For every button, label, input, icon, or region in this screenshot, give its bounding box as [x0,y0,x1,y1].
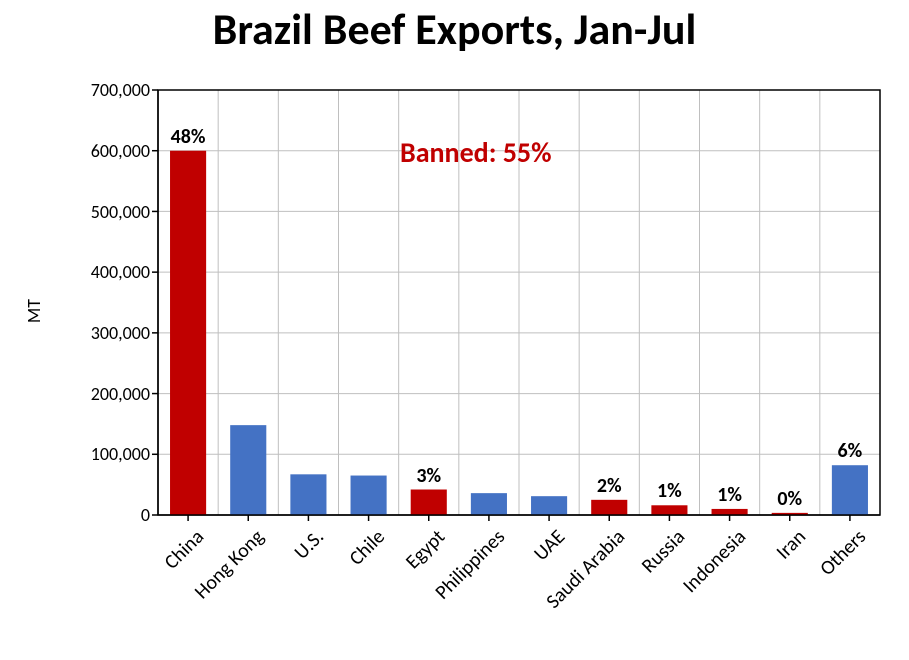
bar-pct-label: 6% [820,439,880,463]
bar [712,509,748,515]
bar-pct-label: 1% [639,479,699,503]
bar [471,493,507,515]
bar [591,500,627,515]
banned-annotation: Banned: 55% [400,135,552,170]
y-tick-label: 500,000 [60,201,150,223]
y-tick-label: 100,000 [60,443,150,465]
bar-pct-label: 2% [579,474,639,498]
bar [832,465,868,515]
bar [531,496,567,515]
y-tick-label: 300,000 [60,322,150,344]
bar-pct-label: 48% [158,125,218,149]
y-tick-label: 700,000 [60,79,150,101]
y-tick-label: 600,000 [60,140,150,162]
bar-pct-label: 0% [760,487,820,511]
bar [651,505,687,515]
bar [411,490,447,516]
chart-canvas: Brazil Beef Exports, Jan-Jul MT Banned: … [0,0,909,660]
bar [290,474,326,515]
bar-pct-label: 3% [399,464,459,488]
bar-pct-label: 1% [700,483,760,507]
bar [351,476,387,515]
y-tick-label: 400,000 [60,261,150,283]
bar [230,425,266,515]
bar [170,151,206,515]
y-tick-label: 0 [60,504,150,526]
y-tick-label: 200,000 [60,383,150,405]
